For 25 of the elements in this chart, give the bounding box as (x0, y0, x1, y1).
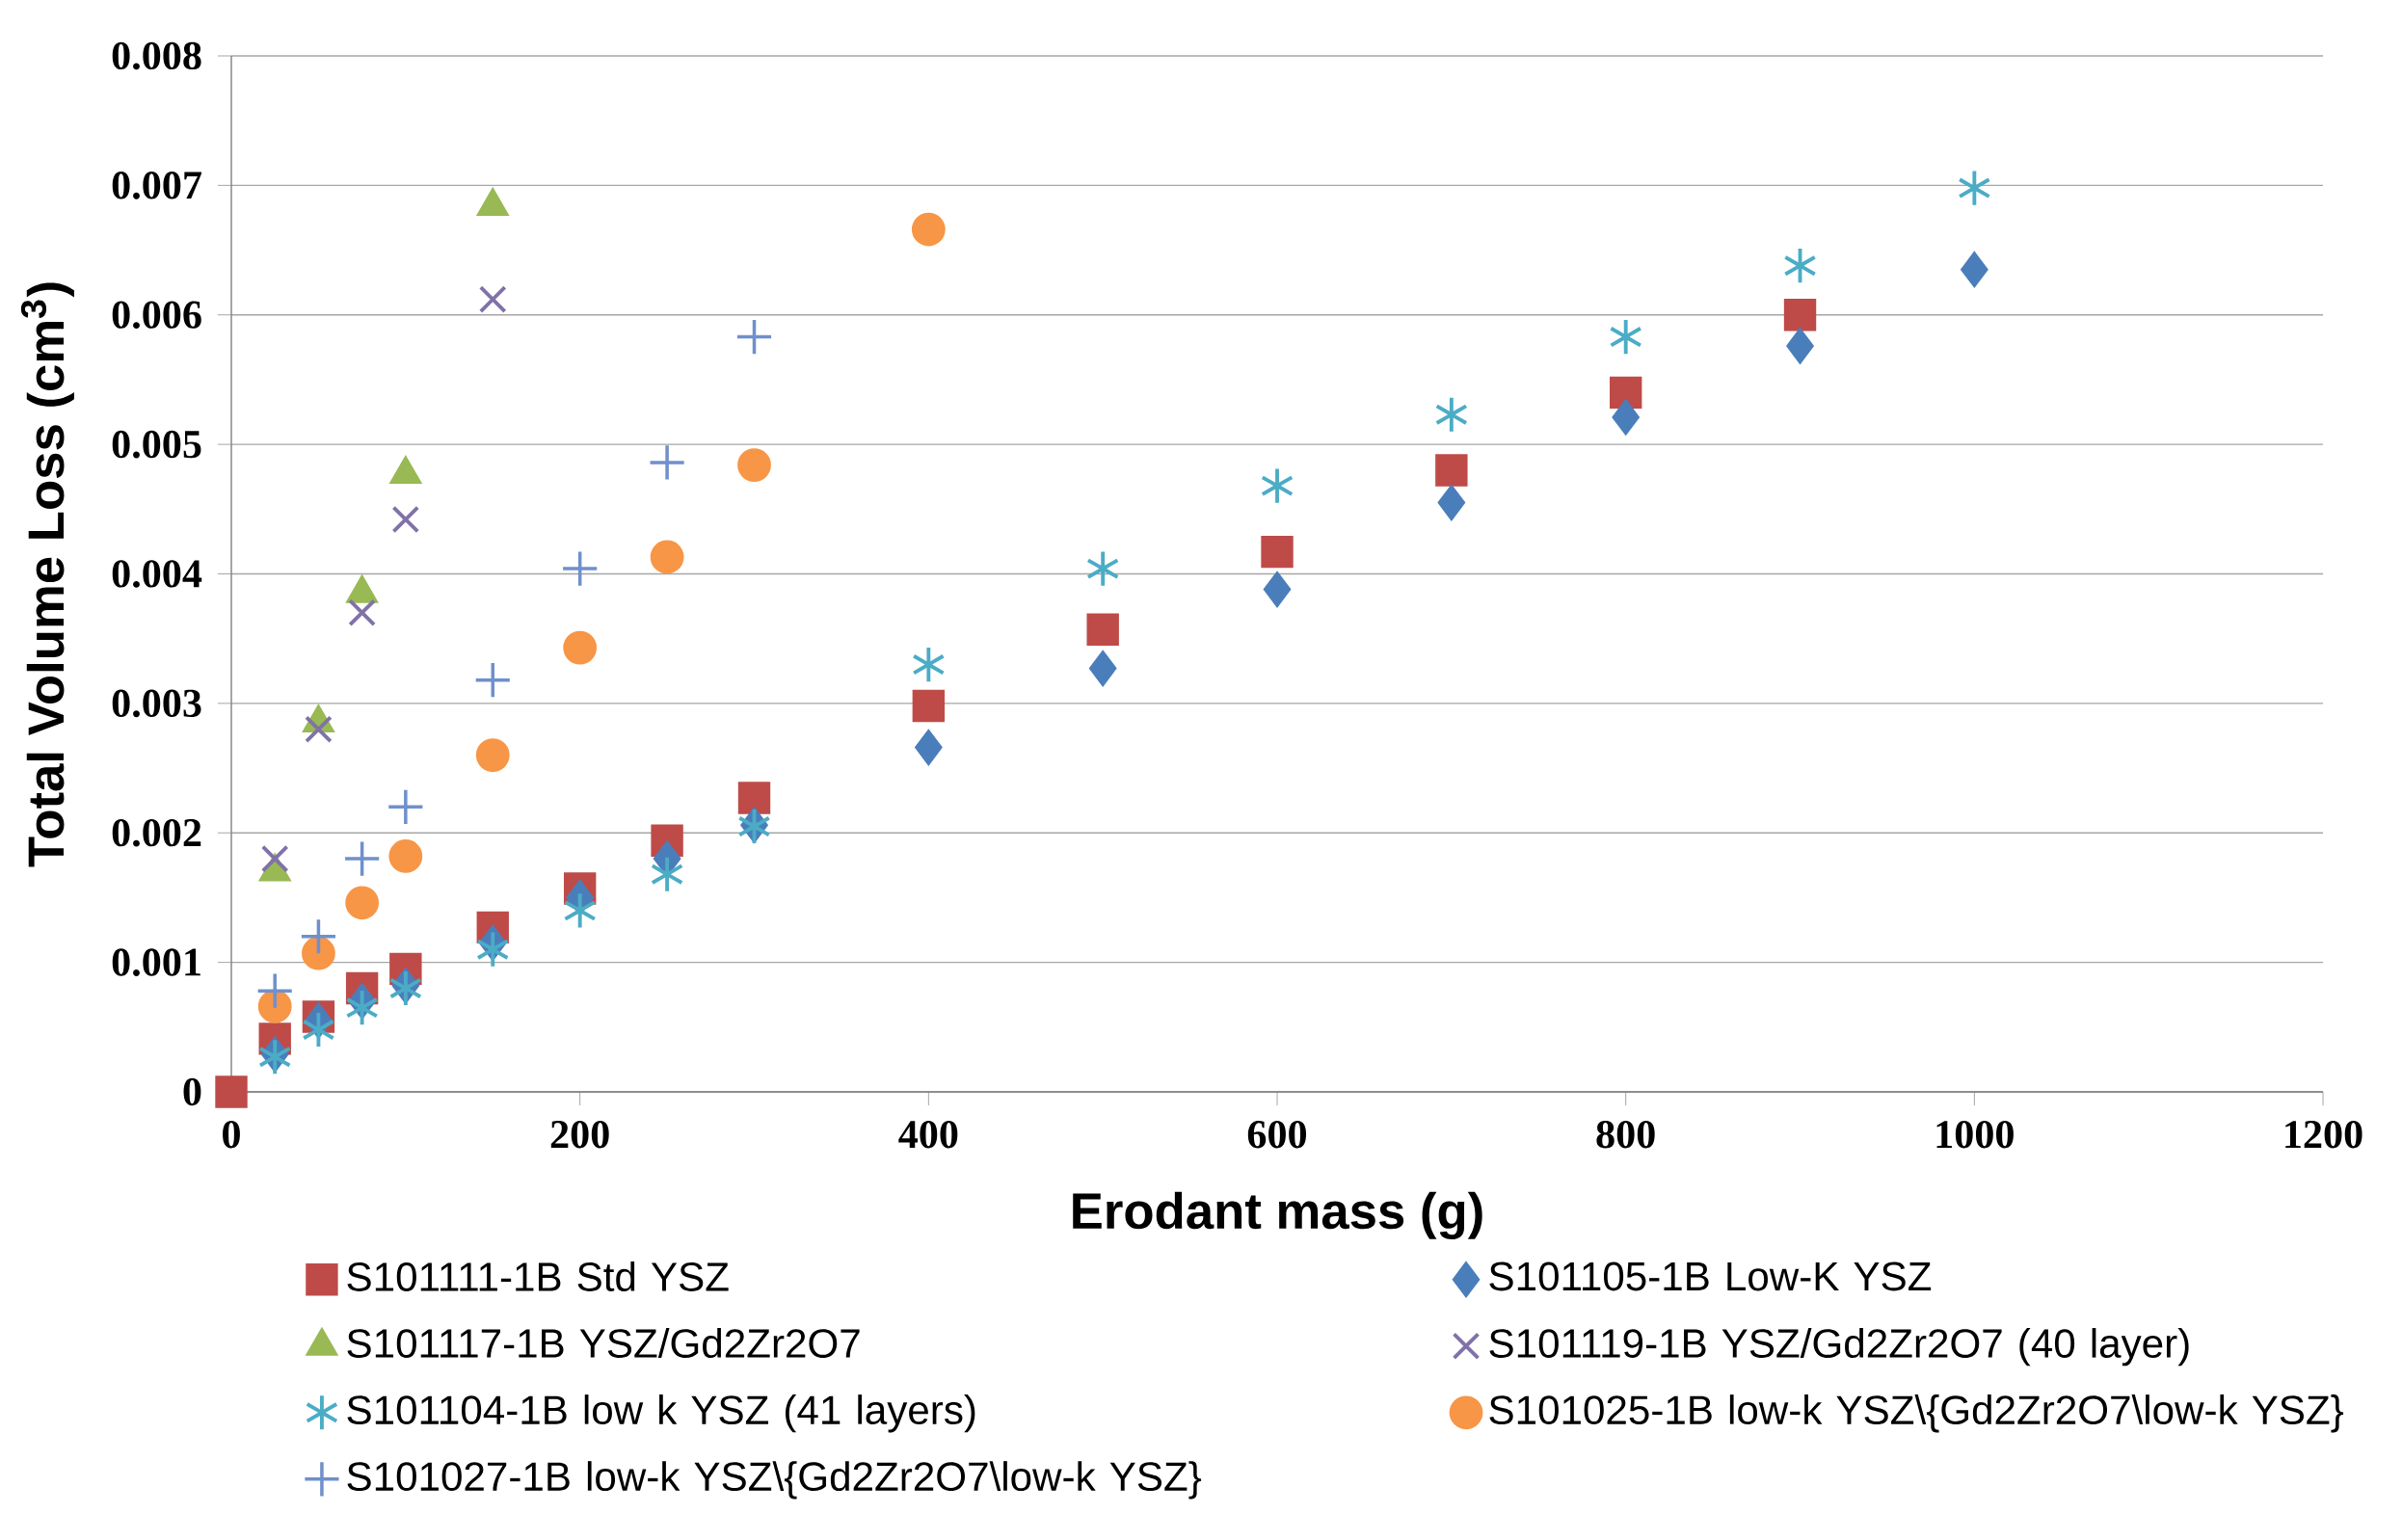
x-tick-label: 1200 (2285, 1120, 2362, 1149)
y-tick-label: 0.002 (112, 818, 201, 847)
x-tick-label: 600 (1247, 1120, 1307, 1149)
x-axis-title: Erodant mass (g) (1073, 1191, 1482, 1240)
x-tick-label: 400 (898, 1120, 958, 1149)
y-tick-label: 0.003 (112, 689, 201, 718)
x-tick-label: 800 (1596, 1120, 1655, 1149)
legend-label: S101105-1B Low-K YSZ (1489, 1261, 1932, 1291)
y-tick-label: 0.006 (112, 301, 201, 330)
x-tick-label: 200 (550, 1120, 609, 1149)
legend-label: S101104-1B low k YSZ (41 layers) (347, 1394, 975, 1433)
y-tick-label: 0.005 (112, 430, 201, 459)
legend-label: S101117-1B YSZ/Gd2Zr2O7 (347, 1328, 860, 1358)
legend-label: S101119-1B YSZ/Gd2Zr2O7 (40 layer) (1489, 1328, 2189, 1367)
legend-label: S101111-1B Std YSZ (347, 1261, 729, 1291)
x-tick-label: 0 (223, 1120, 240, 1149)
legend-label: S101027-1B low-k YSZ\{Gd2Zr2O7\low-k YSZ} (347, 1461, 1202, 1500)
y-tick-label: 0 (183, 1077, 201, 1106)
y-tick-label: 0.008 (112, 41, 201, 70)
y-tick-label: 0.007 (112, 172, 201, 199)
legend-label: S101025-1B low-k YSZ\{Gd2Zr2O7\low-k YSZ} (1489, 1394, 2344, 1433)
y-tick-label: 0.001 (112, 948, 200, 976)
y-axis-title: Total Volume Loss (cm$^{3}$) (20, 282, 74, 867)
y-tick-label: 0.004 (112, 560, 202, 588)
x-tick-label: 1000 (1936, 1120, 2014, 1149)
